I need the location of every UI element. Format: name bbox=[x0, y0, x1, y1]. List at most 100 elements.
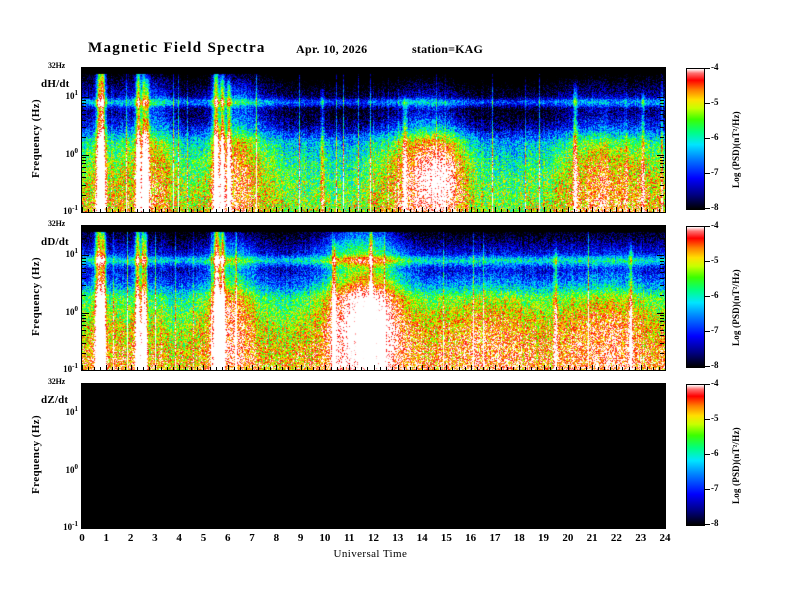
x-tick-minor bbox=[210, 226, 211, 229]
x-tick bbox=[131, 207, 132, 212]
component-label-dddt: dD/dt bbox=[41, 236, 69, 248]
x-tick-minor bbox=[392, 209, 393, 212]
x-tick bbox=[471, 226, 472, 231]
x-tick-minor bbox=[100, 226, 101, 229]
x-tick-minor bbox=[125, 68, 126, 71]
x-tick-minor bbox=[112, 384, 113, 387]
y-tick bbox=[82, 238, 86, 239]
x-tick-minor bbox=[386, 525, 387, 528]
x-tick-minor bbox=[367, 525, 368, 528]
x-tick bbox=[301, 226, 302, 231]
y-tick bbox=[660, 100, 664, 101]
x-tick-minor bbox=[295, 525, 296, 528]
x-tick-label: 20 bbox=[562, 532, 574, 544]
x-tick bbox=[641, 523, 642, 528]
y-tick bbox=[82, 97, 89, 98]
x-tick bbox=[276, 207, 277, 212]
x-tick-minor bbox=[428, 226, 429, 229]
x-tick-minor bbox=[586, 384, 587, 387]
x-tick-minor bbox=[537, 384, 538, 387]
x-tick-minor bbox=[94, 367, 95, 370]
x-tick-minor bbox=[574, 226, 575, 229]
y-tick bbox=[82, 120, 86, 121]
x-tick-minor bbox=[531, 384, 532, 387]
x-tick bbox=[325, 68, 326, 73]
component-label-dhdt: dH/dt bbox=[41, 78, 70, 90]
x-tick bbox=[398, 207, 399, 212]
y-tick bbox=[82, 285, 86, 286]
colorbar-tick bbox=[705, 68, 710, 69]
y-tick bbox=[660, 386, 664, 387]
y-tick bbox=[82, 321, 86, 322]
colorbar-tick-label: -8 bbox=[711, 518, 719, 528]
x-tick bbox=[106, 523, 107, 528]
x-tick-minor bbox=[440, 367, 441, 370]
x-tick-minor bbox=[562, 209, 563, 212]
x-tick-minor bbox=[507, 367, 508, 370]
x-tick-minor bbox=[173, 384, 174, 387]
y-tick bbox=[82, 325, 86, 326]
x-tick bbox=[252, 523, 253, 528]
x-tick bbox=[131, 68, 132, 73]
y-tick bbox=[82, 264, 86, 265]
y-tick bbox=[660, 160, 664, 161]
x-tick-minor bbox=[525, 68, 526, 71]
x-tick-minor bbox=[483, 384, 484, 387]
x-tick-minor bbox=[295, 367, 296, 370]
x-tick-minor bbox=[288, 68, 289, 71]
x-tick-minor bbox=[380, 384, 381, 387]
x-tick-minor bbox=[355, 209, 356, 212]
x-tick-minor bbox=[629, 209, 630, 212]
x-tick-minor bbox=[191, 209, 192, 212]
panel-dhdt: dH/dt 32Hz Frequency (Hz) 101 100 10-1 -4 -5 -6 -… bbox=[0, 61, 792, 216]
x-tick-minor bbox=[319, 209, 320, 212]
x-tick-minor bbox=[307, 209, 308, 212]
x-tick bbox=[82, 68, 83, 73]
x-tick-minor bbox=[659, 384, 660, 387]
x-tick-minor bbox=[161, 68, 162, 71]
x-tick-minor bbox=[361, 68, 362, 71]
x-tick-minor bbox=[483, 367, 484, 370]
x-tick-minor bbox=[386, 384, 387, 387]
colorbar-tick-label: -6 bbox=[711, 290, 719, 300]
x-tick-minor bbox=[477, 384, 478, 387]
x-tick-minor bbox=[173, 209, 174, 212]
x-tick-minor bbox=[452, 68, 453, 71]
colorbar-tick-label: -6 bbox=[711, 448, 719, 458]
x-tick bbox=[203, 384, 204, 389]
y-tick bbox=[82, 172, 86, 173]
x-tick-minor bbox=[210, 68, 211, 71]
colorbar-tick-label: -6 bbox=[711, 132, 719, 142]
spectrogram-dzdt[interactable] bbox=[81, 383, 666, 529]
x-tick-minor bbox=[222, 209, 223, 212]
x-tick-minor bbox=[562, 68, 563, 71]
x-tick-minor bbox=[434, 209, 435, 212]
x-tick-minor bbox=[240, 209, 241, 212]
x-tick-minor bbox=[629, 384, 630, 387]
x-tick-minor bbox=[246, 384, 247, 387]
component-label-dzdt: dZ/dt bbox=[41, 394, 69, 406]
y-tick bbox=[660, 114, 664, 115]
x-tick-minor bbox=[167, 384, 168, 387]
y-tick bbox=[660, 106, 664, 107]
x-tick-minor bbox=[88, 525, 89, 528]
y-tick bbox=[82, 476, 86, 477]
spectrogram-dhdt[interactable] bbox=[81, 67, 666, 213]
y-tick bbox=[82, 511, 86, 512]
y-tick bbox=[82, 106, 86, 107]
x-tick-minor bbox=[659, 209, 660, 212]
x-tick bbox=[616, 523, 617, 528]
x-tick-minor bbox=[100, 367, 101, 370]
x-tick-minor bbox=[149, 384, 150, 387]
x-tick-minor bbox=[604, 209, 605, 212]
y-tick bbox=[660, 127, 664, 128]
x-tick bbox=[592, 207, 593, 212]
x-tick-minor bbox=[556, 367, 557, 370]
colorbar-tick bbox=[705, 454, 710, 455]
x-tick-minor bbox=[635, 209, 636, 212]
y-axis-title-dddt: Frequency (Hz) bbox=[30, 256, 42, 336]
x-tick-minor bbox=[313, 367, 314, 370]
spectrogram-dddt[interactable] bbox=[81, 225, 666, 371]
colorbar-tick bbox=[705, 524, 710, 525]
x-tick-minor bbox=[222, 384, 223, 387]
